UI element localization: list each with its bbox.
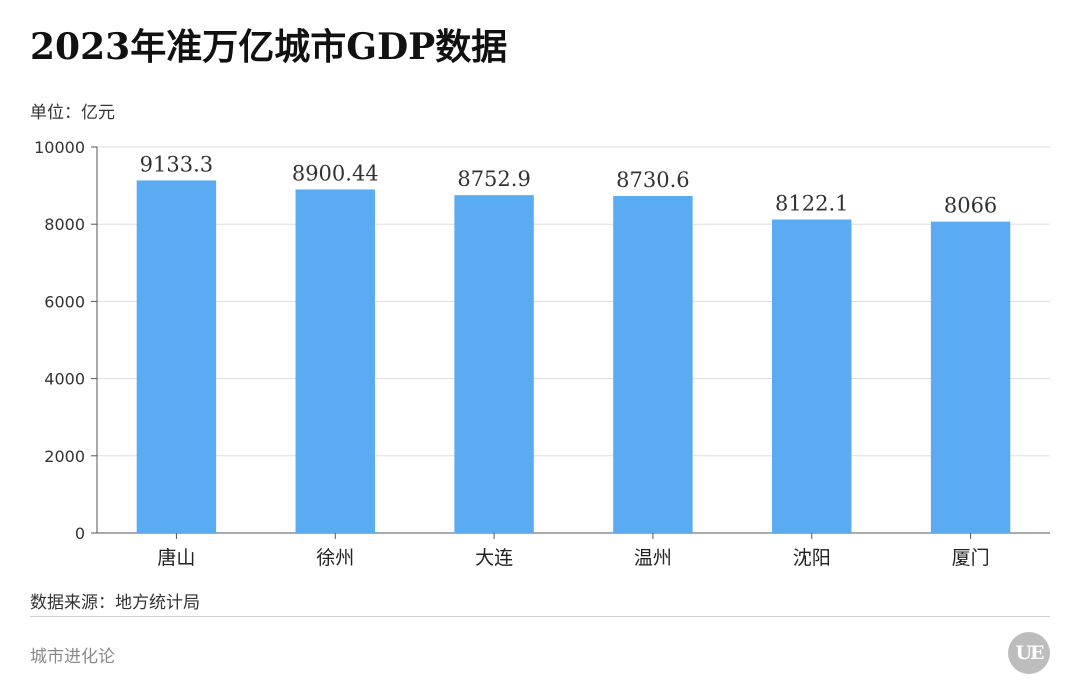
bar bbox=[295, 189, 375, 533]
bar-chart: 0 2000 4000 6000 8000 10000 9133.3 唐山 8900.44 徐州 8… bbox=[34, 138, 1050, 569]
x-tick-label: 大连 bbox=[475, 547, 513, 569]
x-tick-label: 沈阳 bbox=[793, 547, 831, 569]
chart-title: 2023年准万亿城市GDP数据 bbox=[30, 26, 508, 68]
footer-divider bbox=[30, 616, 1050, 617]
y-tick-label: 10000 bbox=[34, 138, 85, 157]
y-tick-label: 2000 bbox=[44, 447, 85, 466]
bar bbox=[772, 219, 852, 533]
data-label: 8730.6 bbox=[616, 168, 689, 192]
bar bbox=[136, 180, 217, 533]
x-tick-label: 徐州 bbox=[316, 547, 354, 569]
y-tick-label: 8000 bbox=[44, 215, 85, 234]
data-label: 9133.3 bbox=[140, 152, 213, 176]
source-note: 数据来源：地方统计局 bbox=[30, 593, 200, 613]
y-tick-label: 0 bbox=[75, 524, 85, 543]
data-label: 8752.9 bbox=[457, 167, 530, 191]
x-tick-label: 厦门 bbox=[952, 547, 990, 569]
bar bbox=[454, 195, 534, 533]
y-tick-label: 4000 bbox=[44, 370, 85, 389]
x-tick-label: 温州 bbox=[634, 547, 672, 569]
data-label: 8900.44 bbox=[292, 161, 379, 185]
x-tick-label: 唐山 bbox=[157, 547, 195, 569]
bar bbox=[930, 221, 1011, 533]
bar bbox=[613, 195, 693, 533]
y-tick-label: 6000 bbox=[44, 292, 85, 311]
data-label: 8066 bbox=[944, 194, 997, 218]
unit-label: 单位：亿元 bbox=[30, 103, 115, 123]
brand-logo: UE bbox=[1008, 632, 1050, 674]
data-label: 8122.1 bbox=[775, 191, 848, 215]
brand-name: 城市进化论 bbox=[30, 647, 115, 667]
